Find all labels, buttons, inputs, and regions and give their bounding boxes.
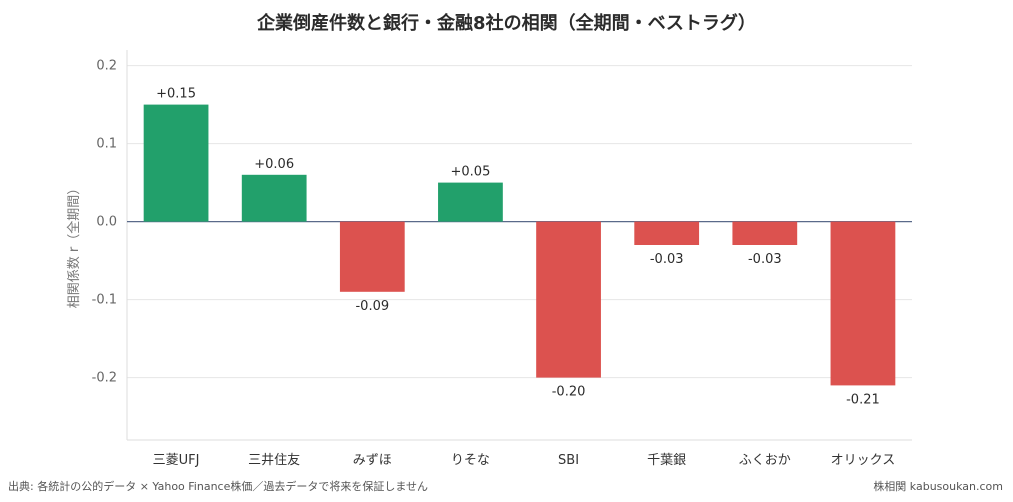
value-label: +0.15 xyxy=(156,87,196,102)
x-category-label: SBI xyxy=(558,453,579,468)
source-note: 出典: 各統計の公的データ × Yahoo Finance株価／過去データで将来… xyxy=(8,480,429,493)
value-label: -0.03 xyxy=(748,252,782,267)
x-category-label: みずほ xyxy=(353,453,392,468)
y-ticks: 0.2 0.1 0.0 -0.1 -0.2 xyxy=(92,59,117,386)
bar xyxy=(143,104,209,222)
bars xyxy=(143,104,896,386)
x-category-label: りそな xyxy=(451,453,490,468)
x-category-label: オリックス xyxy=(831,453,896,468)
y-axis-label: 相関係数 r（全期間） xyxy=(66,182,82,308)
y-tick-label: -0.1 xyxy=(92,293,117,308)
grid-lines xyxy=(127,65,912,379)
value-label: -0.03 xyxy=(650,252,684,267)
value-label: -0.20 xyxy=(552,385,586,400)
chart-title: 企業倒産件数と銀行・金融8社の相関（全期間・ベストラグ） xyxy=(257,13,756,34)
y-tick-label: 0.2 xyxy=(96,59,117,74)
bar xyxy=(339,221,405,292)
value-label: +0.05 xyxy=(451,165,491,180)
value-label: -0.21 xyxy=(846,392,880,407)
value-labels: +0.15 +0.06 -0.09 +0.05 -0.20 -0.03 -0.03 -0.21 xyxy=(156,87,880,408)
y-tick-label: 0.1 xyxy=(96,137,117,152)
bar xyxy=(830,221,896,386)
bar xyxy=(438,182,503,222)
y-tick-label: -0.2 xyxy=(92,371,117,386)
y-tick-label: 0.0 xyxy=(96,215,117,230)
x-category-label: 千葉銀 xyxy=(647,453,686,468)
bar xyxy=(536,221,601,378)
x-category-label: ふくおか xyxy=(739,453,791,468)
x-category-label: 三井住友 xyxy=(248,452,300,468)
brand-link[interactable]: 株相関 kabusoukan.com xyxy=(873,480,1003,493)
value-label: -0.09 xyxy=(355,299,389,314)
bar xyxy=(732,221,798,245)
bar xyxy=(241,174,307,222)
value-label: +0.06 xyxy=(254,157,294,172)
bar xyxy=(634,221,700,245)
x-category-label: 三菱UFJ xyxy=(153,453,200,468)
x-categories: 三菱UFJ 三井住友 みずほ りそな SBI 千葉銀 ふくおか オリックス xyxy=(153,452,896,468)
